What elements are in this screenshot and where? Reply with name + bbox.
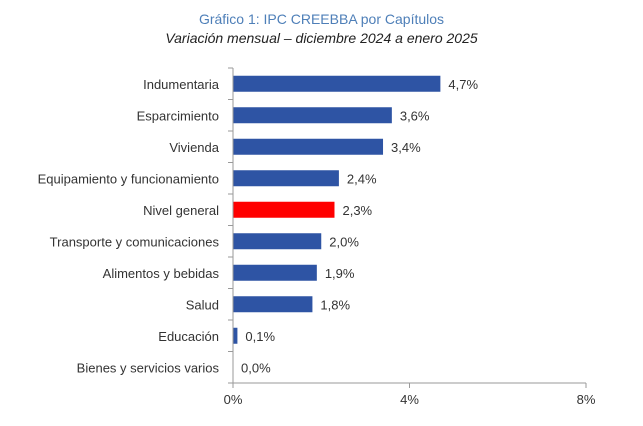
- bar-transporte-y-comunicaciones: [233, 233, 322, 250]
- value-label-indumentaria: 4,7%: [448, 77, 478, 92]
- x-tick-label: 4%: [400, 392, 419, 407]
- bar-nivel-general: [233, 201, 335, 218]
- bar-salud: [233, 296, 313, 313]
- chart-subtitle: Variación mensual – diciembre 2024 a ene…: [165, 30, 478, 46]
- x-tick-label: 8%: [577, 392, 596, 407]
- category-label-nivel-general: Nivel general: [143, 203, 219, 218]
- bar-equipamiento-y-funcionamiento: [233, 170, 339, 187]
- category-label-bienes-y-servicios-varios: Bienes y servicios varios: [77, 360, 220, 375]
- category-label-educacion: Educación: [158, 329, 219, 344]
- category-label-vivienda: Vivienda: [169, 140, 219, 155]
- value-label-alimentos-y-bebidas: 1,9%: [325, 266, 355, 281]
- value-label-bienes-y-servicios-varios: 0,0%: [241, 360, 271, 375]
- value-label-esparcimiento: 3,6%: [400, 108, 430, 123]
- category-label-salud: Salud: [186, 297, 219, 312]
- x-tick-label: 0%: [224, 392, 243, 407]
- chart-title: Gráfico 1: IPC CREEBBA por Capítulos: [198, 11, 445, 27]
- category-label-esparcimiento: Esparcimiento: [137, 108, 219, 123]
- value-label-vivienda: 3,4%: [391, 140, 421, 155]
- bar-esparcimiento: [233, 107, 392, 124]
- value-label-salud: 1,8%: [320, 297, 350, 312]
- bar-educacion: [233, 327, 238, 344]
- value-label-equipamiento-y-funcionamiento: 2,4%: [347, 171, 377, 186]
- bar-indumentaria: [233, 75, 441, 92]
- category-label-transporte-y-comunicaciones: Transporte y comunicaciones: [50, 234, 220, 249]
- category-label-equipamiento-y-funcionamiento: Equipamiento y funcionamiento: [38, 171, 219, 186]
- category-label-alimentos-y-bebidas: Alimentos y bebidas: [103, 266, 220, 281]
- value-label-nivel-general: 2,3%: [342, 203, 372, 218]
- value-label-educacion: 0,1%: [245, 329, 275, 344]
- bar-alimentos-y-bebidas: [233, 264, 317, 281]
- value-label-transporte-y-comunicaciones: 2,0%: [329, 234, 359, 249]
- category-label-indumentaria: Indumentaria: [143, 77, 220, 92]
- bar-vivienda: [233, 138, 384, 155]
